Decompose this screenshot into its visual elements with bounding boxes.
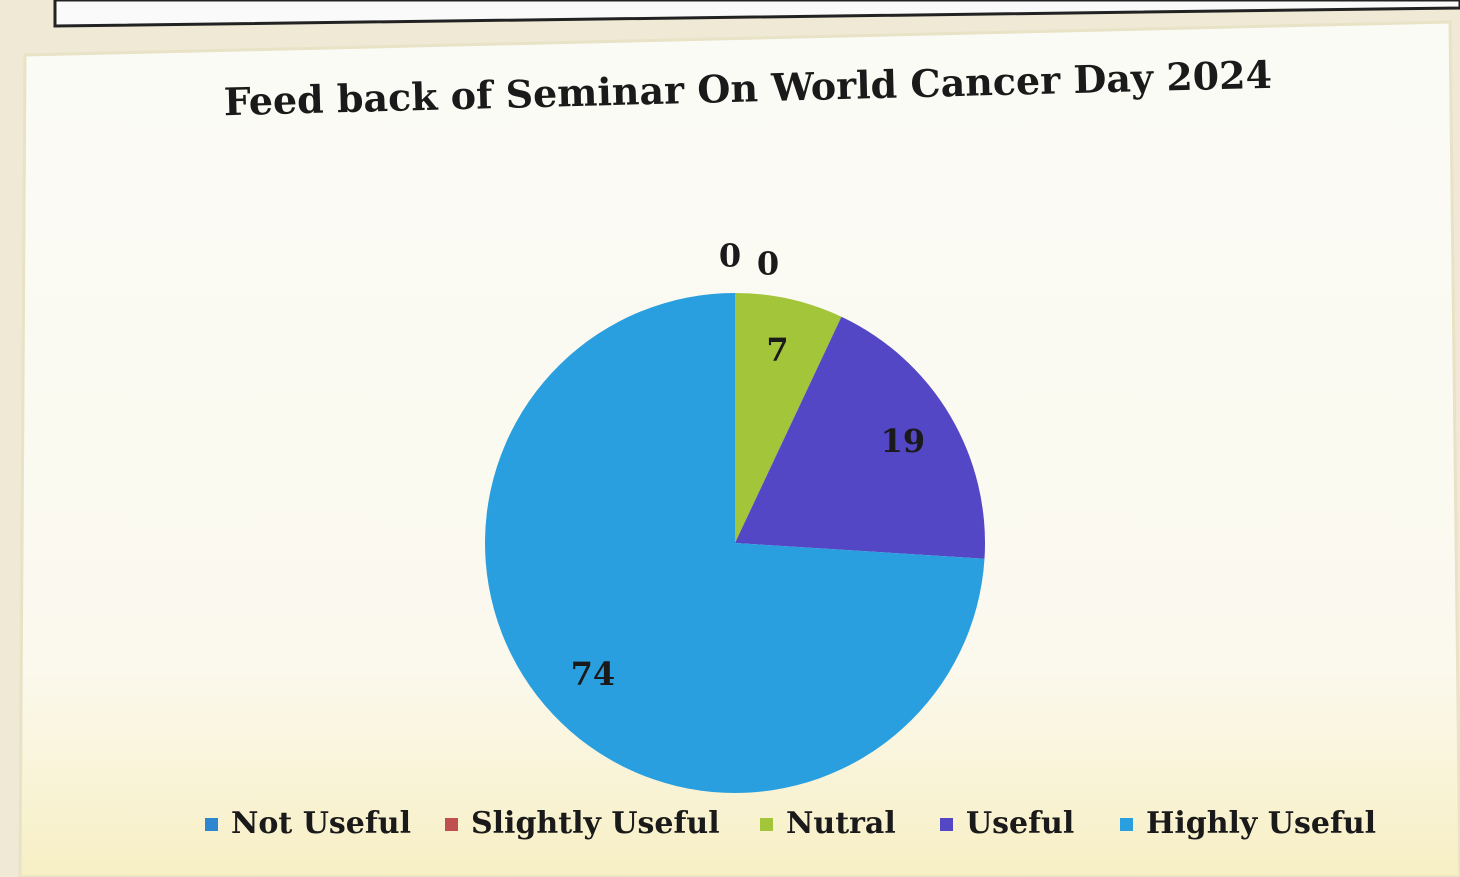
data-label: 19: [881, 422, 926, 460]
top-box: [53, 0, 1460, 28]
legend-marker: [205, 818, 218, 831]
legend-label: Not Useful: [231, 806, 411, 841]
legend-marker: [940, 818, 953, 831]
legend-marker: [1120, 818, 1133, 831]
legend-label: Useful: [966, 806, 1074, 841]
data-label: 7: [766, 331, 788, 369]
legend-marker: [760, 818, 773, 831]
pie-slice: [735, 293, 842, 543]
pie-slice: [485, 293, 985, 794]
data-label: 0: [757, 245, 779, 283]
pie-slice: [735, 316, 985, 559]
legend-marker: [445, 818, 458, 831]
data-label: 74: [571, 655, 616, 693]
legend-label: Nutral: [786, 806, 896, 841]
legend-label: Slightly Useful: [471, 806, 720, 841]
legend-label: Highly Useful: [1146, 806, 1376, 841]
data-label: 0: [719, 237, 741, 275]
